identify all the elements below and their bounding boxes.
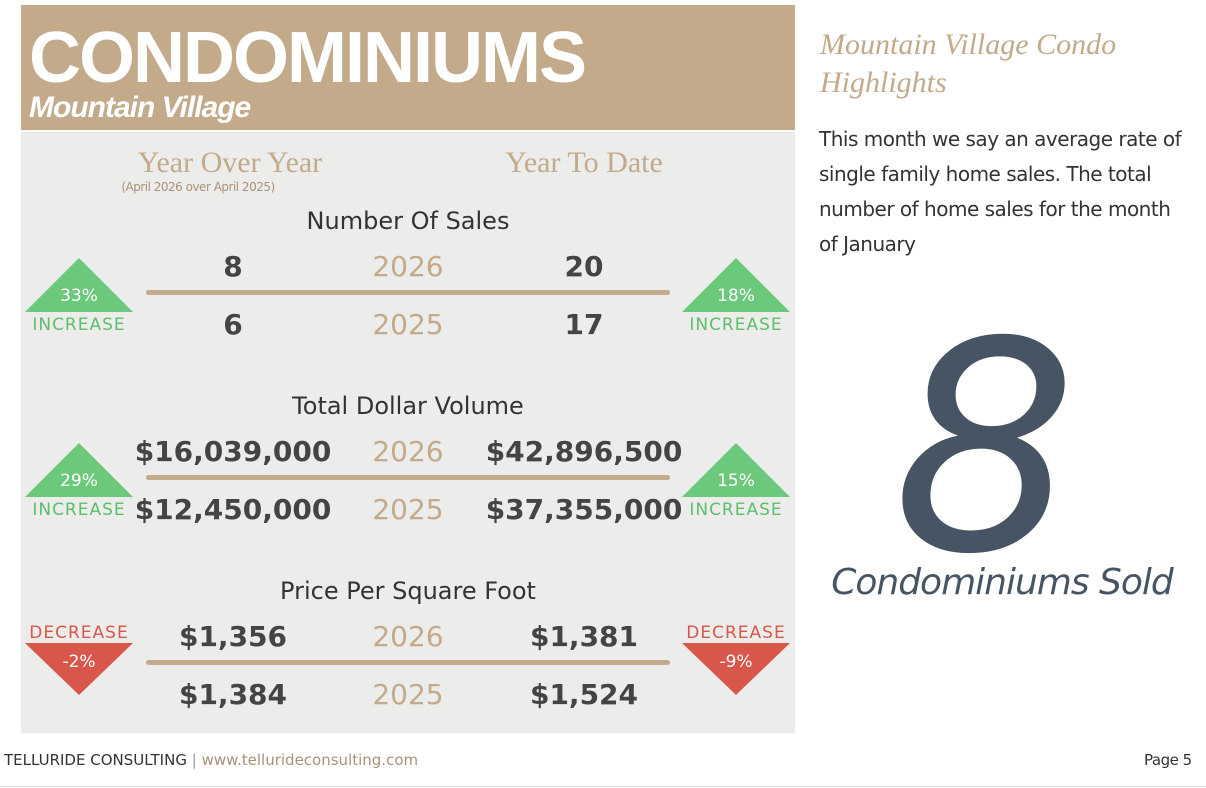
ytd-value: 17 [564,308,604,341]
yoy-value: $1,384 [178,678,288,711]
change-percent: 18% [717,286,755,306]
change-percent: 15% [717,471,755,491]
year: 2025 [372,678,444,711]
year: 2026 [372,620,444,653]
change-percent: -2% [62,652,96,672]
section-title: Number Of Sales [306,207,510,235]
year: 2025 [372,493,444,526]
increase-triangle [25,443,133,497]
sidebar-title: Mountain Village Condo Highlights [820,28,1117,99]
change-label: DECREASE [686,623,786,643]
ytd-value: $37,355,000 [485,493,683,526]
footer-rule [0,786,1206,787]
column-note: (April 2026 over April 2025) [121,180,275,194]
yoy-value: 8 [223,250,243,283]
change-label: INCREASE [32,315,126,335]
decrease-triangle [682,643,790,695]
change-label: DECREASE [29,623,129,643]
ytd-value: 20 [564,250,604,283]
change-label: INCREASE [32,500,126,520]
divider [146,290,670,295]
stats-panel: Year Over Year (April 2026 over April 20… [21,132,795,733]
ytd-value: $42,896,500 [485,435,683,468]
column-heading: Year To Date [505,146,663,179]
decrease-triangle [25,643,133,695]
change-percent: 29% [60,471,98,491]
yoy-value: $1,356 [178,620,288,653]
header-band: CONDOMINIUMS Mountain Village [21,5,795,130]
year: 2026 [372,435,444,468]
change-label: INCREASE [689,315,783,335]
yoy-value: 6 [223,308,243,341]
subtitle: Mountain Village [29,91,251,124]
change-percent: -9% [719,652,753,672]
section-title: Price Per Square Foot [280,577,536,605]
divider [146,660,670,665]
section-title: Total Dollar Volume [292,392,524,420]
change-percent: 33% [60,286,98,306]
company: TELLURIDE CONSULTING [4,751,187,769]
increase-triangle [682,258,790,312]
big-label: Condominiums Sold [831,562,1174,603]
yoy-value: $12,450,000 [134,493,332,526]
ytd-value: $1,524 [529,678,639,711]
column-heading: Year Over Year [137,146,323,179]
page-number: Page 5 [1144,751,1192,769]
sidebar-body: This month we say an average rate of sin… [819,127,1182,256]
change-label: INCREASE [689,500,783,520]
yoy-value: $16,039,000 [134,435,332,468]
year: 2025 [372,308,444,341]
url[interactable]: www.tellurideconsulting.com [201,751,419,769]
increase-triangle [25,258,133,312]
footer: TELLURIDE CONSULTING | www.telluridecons… [4,751,418,769]
year: 2026 [372,250,444,283]
increase-triangle [682,443,790,497]
title: CONDOMINIUMS [29,18,587,98]
separator: | [191,751,197,769]
big-number: 8 [892,281,1078,618]
ytd-value: $1,381 [529,620,639,653]
divider [146,475,670,480]
